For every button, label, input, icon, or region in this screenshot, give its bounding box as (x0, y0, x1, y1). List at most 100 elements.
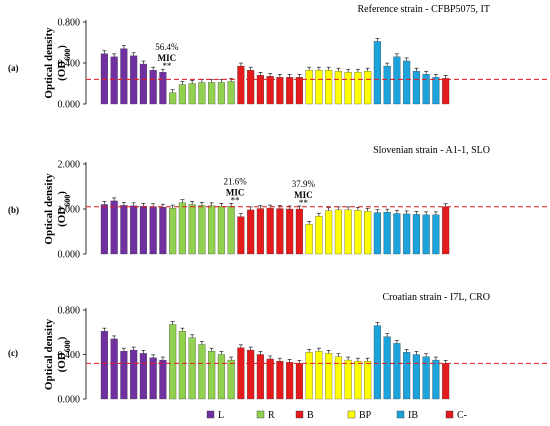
bar-ib (403, 213, 411, 255)
bar-l (159, 207, 167, 255)
bar-b (247, 209, 255, 255)
bar-b (237, 216, 245, 255)
bar-bp (334, 71, 342, 105)
bar-bp (344, 72, 352, 105)
bar-bp (315, 351, 323, 400)
y-axis-unit-close: ) (56, 191, 68, 195)
bar-ib (393, 213, 401, 255)
bar-bp (334, 209, 342, 255)
annotation-significance: ** (162, 61, 172, 71)
annotation-percent: 37.9% (292, 179, 316, 189)
y-tick-label: 0.000 (58, 100, 81, 111)
y-axis-unit-close: ) (56, 336, 68, 340)
bar-r (227, 206, 235, 255)
bar-ib (412, 214, 420, 255)
annotation-significance: ** (231, 195, 241, 205)
legend-label: C- (457, 410, 467, 421)
chart-panel-2: (b) Slovenian strain - A1-1, SLO Optical d… (8, 145, 548, 261)
annotation-mic: MIC (294, 190, 313, 200)
bar-l (149, 70, 157, 105)
y-axis-label: Optical density (43, 318, 55, 390)
y-axis-unit-subscript: 600 (63, 340, 72, 352)
y-axis-unit-open: (OD (56, 207, 68, 227)
bar-l (110, 338, 118, 400)
annotation-percent: 56.4% (155, 42, 179, 52)
bar-l (130, 55, 138, 105)
bar-ib (393, 343, 401, 400)
bar-b (295, 363, 303, 400)
bar-bp (344, 209, 352, 255)
bar-bp (325, 353, 333, 400)
bar-ib (422, 214, 430, 255)
y-tick-label: 0.400 (58, 59, 81, 70)
y-axis-label: Optical density (43, 173, 55, 245)
y-tick-label: 0.400 (58, 350, 81, 361)
legend-swatch (206, 410, 215, 419)
bar-r (188, 337, 196, 400)
bar-r (178, 202, 186, 255)
y-tick-label: 0.800 (58, 306, 81, 317)
legend-label: B (307, 410, 314, 421)
y-tick-label: 0.800 (58, 18, 81, 29)
y-axis-unit-close: ) (56, 45, 68, 49)
y-axis-unit: (OD600) (56, 191, 72, 227)
bar-b (276, 77, 284, 105)
bar-ib (422, 74, 430, 105)
bar-r (178, 84, 186, 105)
bar-bp (315, 70, 323, 105)
bar-ib (373, 212, 381, 255)
bar-bp (344, 359, 352, 400)
bar-l (110, 56, 118, 105)
bar-l (100, 330, 108, 400)
chart-panel-3: (c) Croatian strain - I7L, CRO Optical den… (8, 292, 548, 406)
y-axis-label: Optical density (43, 27, 55, 99)
bar-ib (432, 359, 440, 400)
bar-ib (393, 56, 401, 105)
bar-l (139, 63, 147, 105)
bar-ib (403, 352, 411, 400)
bar-l (130, 205, 138, 255)
bar-bp (364, 71, 372, 105)
bar-bp (305, 70, 313, 105)
bar-l (100, 204, 108, 255)
bar-r (169, 92, 177, 105)
legend-swatch (256, 410, 265, 419)
bar-b (295, 208, 303, 255)
bar-b (276, 208, 284, 255)
bar-cminus (442, 363, 450, 400)
y-tick-label: 2.000 (58, 160, 81, 171)
bar-l (159, 72, 167, 105)
y-axis-unit-open: (OD (56, 352, 68, 372)
panel-label: (a) (8, 63, 19, 73)
bar-bp (325, 70, 333, 105)
bar-bp (305, 224, 313, 255)
bar-l (130, 349, 138, 400)
bar-ib (412, 354, 420, 400)
bar-b (237, 347, 245, 400)
bar-l (139, 353, 147, 400)
bar-ib (383, 336, 391, 400)
chart-title: Croatian strain - I7L, CRO (383, 292, 490, 303)
bar-b (286, 77, 294, 105)
bar-ib (373, 41, 381, 105)
bar-b (247, 70, 255, 105)
y-axis-unit: (OD600) (56, 336, 72, 372)
bar-r (227, 359, 235, 400)
bar-l (139, 206, 147, 255)
chart-title: Reference strain - CFBP5075, IT (358, 4, 490, 15)
y-axis-unit-subscript: 600 (63, 49, 72, 61)
bar-r (169, 324, 177, 400)
annotation-mic: MIC (226, 187, 245, 197)
bar-r (198, 344, 206, 400)
y-axis-unit-open: (OD (56, 61, 68, 81)
bar-ib (403, 60, 411, 105)
bar-bp (315, 216, 323, 255)
legend-label: R (268, 410, 275, 421)
bar-b (266, 207, 274, 255)
bar-b (247, 349, 255, 400)
bar-r (208, 205, 216, 255)
bar-r (208, 82, 216, 105)
bar-ib (383, 65, 391, 105)
bar-bp (354, 361, 362, 400)
